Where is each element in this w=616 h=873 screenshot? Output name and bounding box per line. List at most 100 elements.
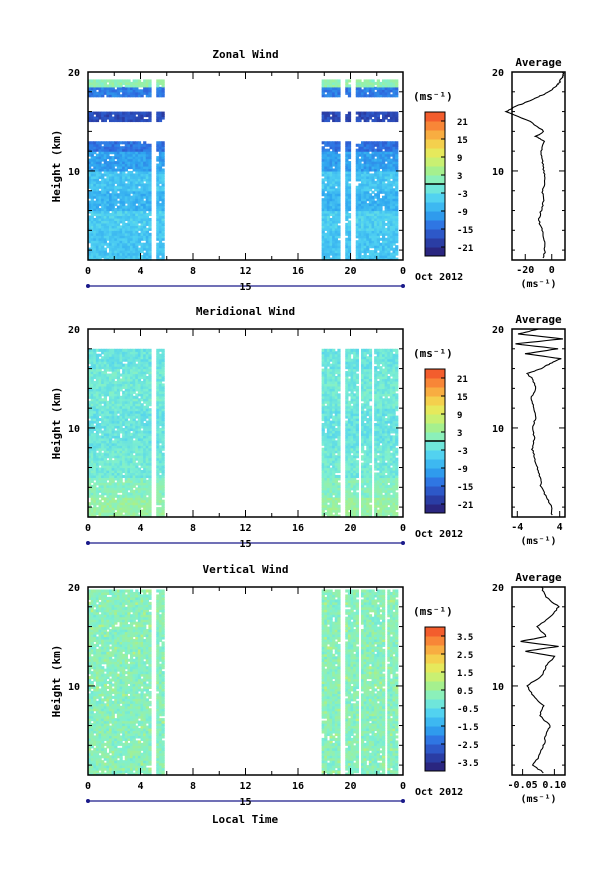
heat-cell [324, 163, 328, 167]
heat-cell [90, 425, 94, 429]
heat-cell [324, 479, 328, 483]
heat-cell [93, 348, 97, 352]
heat-cell [93, 151, 97, 155]
heat-cell [366, 143, 370, 147]
heat-cell [106, 198, 110, 202]
heat-cell [392, 230, 396, 234]
heat-cell [161, 175, 165, 179]
heat-cell [116, 423, 121, 427]
heat-cell [392, 205, 396, 209]
heat-cell [392, 156, 396, 160]
heat-cell [161, 494, 165, 498]
heat-cell [132, 462, 136, 466]
heat-cell [98, 393, 102, 397]
heat-cell [137, 484, 142, 488]
heat-cell [347, 208, 352, 212]
heat-cell [326, 114, 331, 118]
heat-cell [363, 143, 367, 147]
heat-cell [332, 173, 336, 177]
heat-cell [326, 420, 331, 424]
heat-cell [140, 255, 144, 259]
heat-cell [387, 170, 391, 175]
heat-cell [116, 116, 121, 120]
heat-cell [132, 79, 136, 83]
heat-cell [114, 410, 118, 414]
heat-cell [161, 400, 165, 404]
heat-cell [98, 455, 102, 459]
heat-cell [361, 180, 365, 184]
heat-cell [156, 452, 160, 456]
heat-cell [124, 210, 128, 214]
heat-cell [103, 368, 107, 372]
colorbar-tick-label: 21 [457, 118, 468, 128]
heat-cell [392, 151, 396, 155]
heat-cell [114, 195, 118, 199]
heat-cell [103, 86, 107, 90]
heat-cell [389, 148, 394, 152]
heat-cell [355, 247, 359, 251]
heat-cell [116, 163, 121, 167]
heat-cell [156, 217, 160, 222]
heat-cell [332, 185, 336, 189]
heat-cell [109, 94, 113, 98]
heat-cell [389, 111, 394, 115]
heat-cell [124, 166, 128, 170]
heat-cell [116, 148, 121, 152]
colorbar-segment [425, 157, 445, 167]
heat-cell [148, 380, 152, 385]
heat-cell [395, 91, 399, 95]
heat-cell [161, 484, 165, 488]
heat-cell [156, 111, 160, 115]
heat-cell [158, 240, 163, 244]
heat-cell [347, 146, 352, 150]
heat-cell [137, 502, 142, 506]
heat-cell [337, 91, 341, 95]
heat-cell [109, 158, 113, 162]
heat-cell [132, 504, 136, 508]
heat-cell [119, 420, 123, 424]
heat-cell [158, 400, 163, 404]
heat-cell [103, 502, 107, 506]
heat-cell [371, 190, 375, 194]
heat-cell [321, 368, 325, 372]
heat-cell [161, 151, 165, 155]
heat-cell [382, 161, 386, 165]
heat-cell [135, 348, 139, 352]
heat-cell [114, 403, 118, 407]
heat-cell [103, 400, 107, 404]
heat-cell [127, 166, 131, 170]
heat-cell [103, 405, 107, 409]
heat-cell [156, 445, 160, 449]
heat-cell [135, 383, 139, 387]
heat-cell [130, 227, 134, 231]
heat-cell [371, 220, 375, 224]
heat-cell [140, 380, 144, 385]
heat-cell [337, 185, 341, 189]
heat-cell [90, 227, 94, 231]
heat-cell [119, 208, 123, 212]
heat-cell [321, 351, 325, 355]
heat-cell [145, 447, 149, 451]
heat-cell [161, 472, 165, 476]
heat-cell [111, 462, 115, 466]
heat-cell [145, 200, 149, 204]
heat-cell [363, 116, 367, 120]
heat-cell [366, 81, 370, 85]
heat-cell [111, 247, 115, 251]
heat-cell [98, 368, 102, 372]
heat-cell [135, 79, 139, 83]
heat-cell [116, 156, 121, 160]
heat-cell [90, 509, 94, 513]
heat-cell [324, 477, 328, 481]
heat-cell [368, 217, 373, 222]
heat-cell [384, 141, 388, 145]
heat-cell [124, 452, 128, 456]
heat-cell [324, 465, 328, 469]
heat-cell [106, 348, 110, 352]
heat-cell [140, 220, 144, 224]
heat-cell [143, 410, 147, 414]
heat-cell [321, 220, 325, 224]
heat-cell [124, 119, 128, 123]
heat-cell [135, 237, 139, 241]
heat-cell [158, 460, 163, 464]
